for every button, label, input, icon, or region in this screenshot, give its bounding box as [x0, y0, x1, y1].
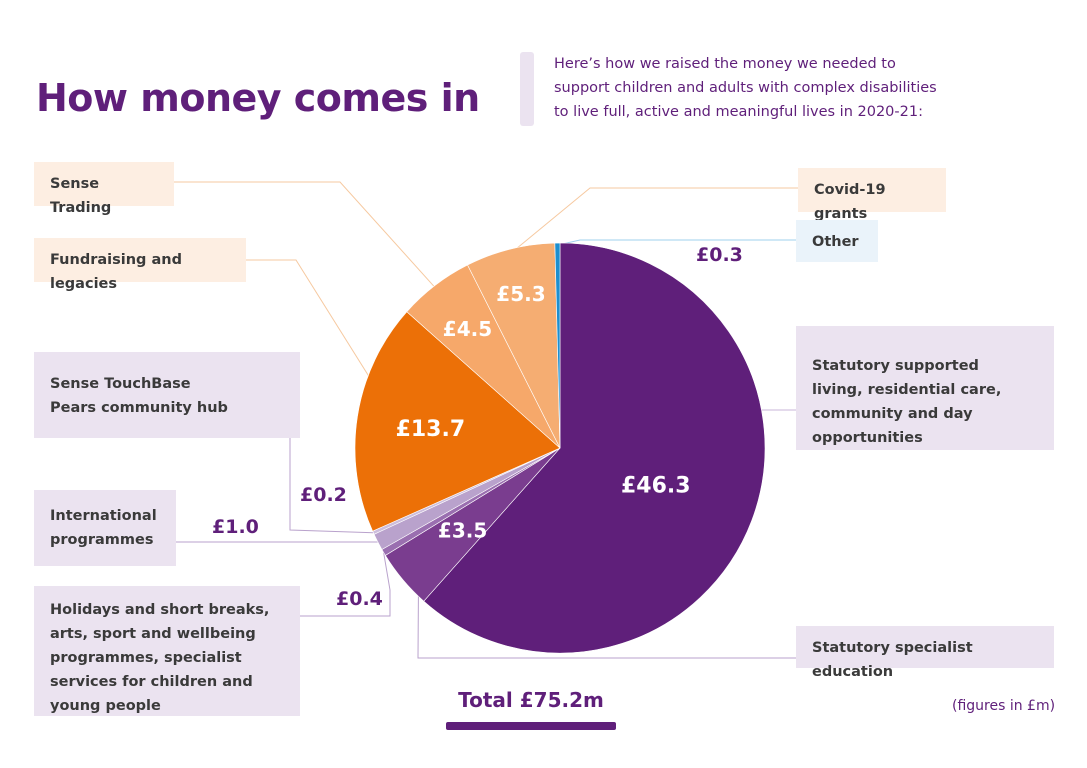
leader-line-fundraising [246, 259, 399, 424]
intro-accent-bar [520, 52, 534, 126]
label-statutory-supported-living: Statutory supported living, residential … [796, 326, 1054, 450]
total-label: Total £75.2m [458, 688, 604, 712]
pie-label-covid-grants: £5.3 [496, 282, 545, 306]
pie-label-specialist-education: £3.5 [438, 519, 487, 543]
leader-line-holidays [300, 552, 391, 617]
pie-slice-fundraising [354, 311, 561, 532]
leader-line-other [557, 239, 796, 246]
label-fundraising-legacies: Fundraising and legacies [34, 238, 246, 292]
pie-label-fundraising: £13.7 [396, 417, 466, 442]
leader-line-specialist-education [417, 566, 796, 659]
label-sense-trading: Sense Trading [34, 162, 174, 216]
figures-note: (figures in £m) [952, 698, 1056, 714]
value-label-touchbase: £0.2 [300, 484, 347, 506]
leader-line-touchbase [289, 420, 374, 534]
value-label-holidays: £0.4 [336, 588, 383, 610]
pie-label-sense-trading: £4.5 [443, 317, 492, 341]
pie-label-statutory-living: £46.3 [621, 473, 691, 498]
label-other: Other [796, 220, 878, 262]
pie-slice-other [554, 242, 561, 449]
value-label-international: £1.0 [212, 516, 259, 538]
label-touchbase-pears: Sense TouchBase Pears community hub [34, 352, 300, 438]
label-holidays-short-breaks: Holidays and short breaks, arts, sport a… [34, 586, 300, 716]
label-statutory-specialist-education: Statutory specialist education [796, 626, 1054, 680]
intro-text: Here’s how we raised the money we needed… [554, 56, 937, 120]
leader-line-sense-trading [174, 181, 446, 299]
label-international-programmes: International programmes [34, 490, 176, 566]
pie-inner-labels: £46.3 £3.5 £13.7 £4.5£5.3 [396, 282, 691, 543]
pie-slice-statutory-living [423, 242, 766, 654]
pie-slices [354, 242, 766, 654]
label-covid-grants: Covid-19 grants [798, 168, 946, 222]
page-title: How money comes in [36, 76, 480, 120]
total-underline [446, 722, 616, 730]
value-label-other: £0.3 [696, 244, 743, 266]
leader-line-covid [510, 187, 798, 254]
